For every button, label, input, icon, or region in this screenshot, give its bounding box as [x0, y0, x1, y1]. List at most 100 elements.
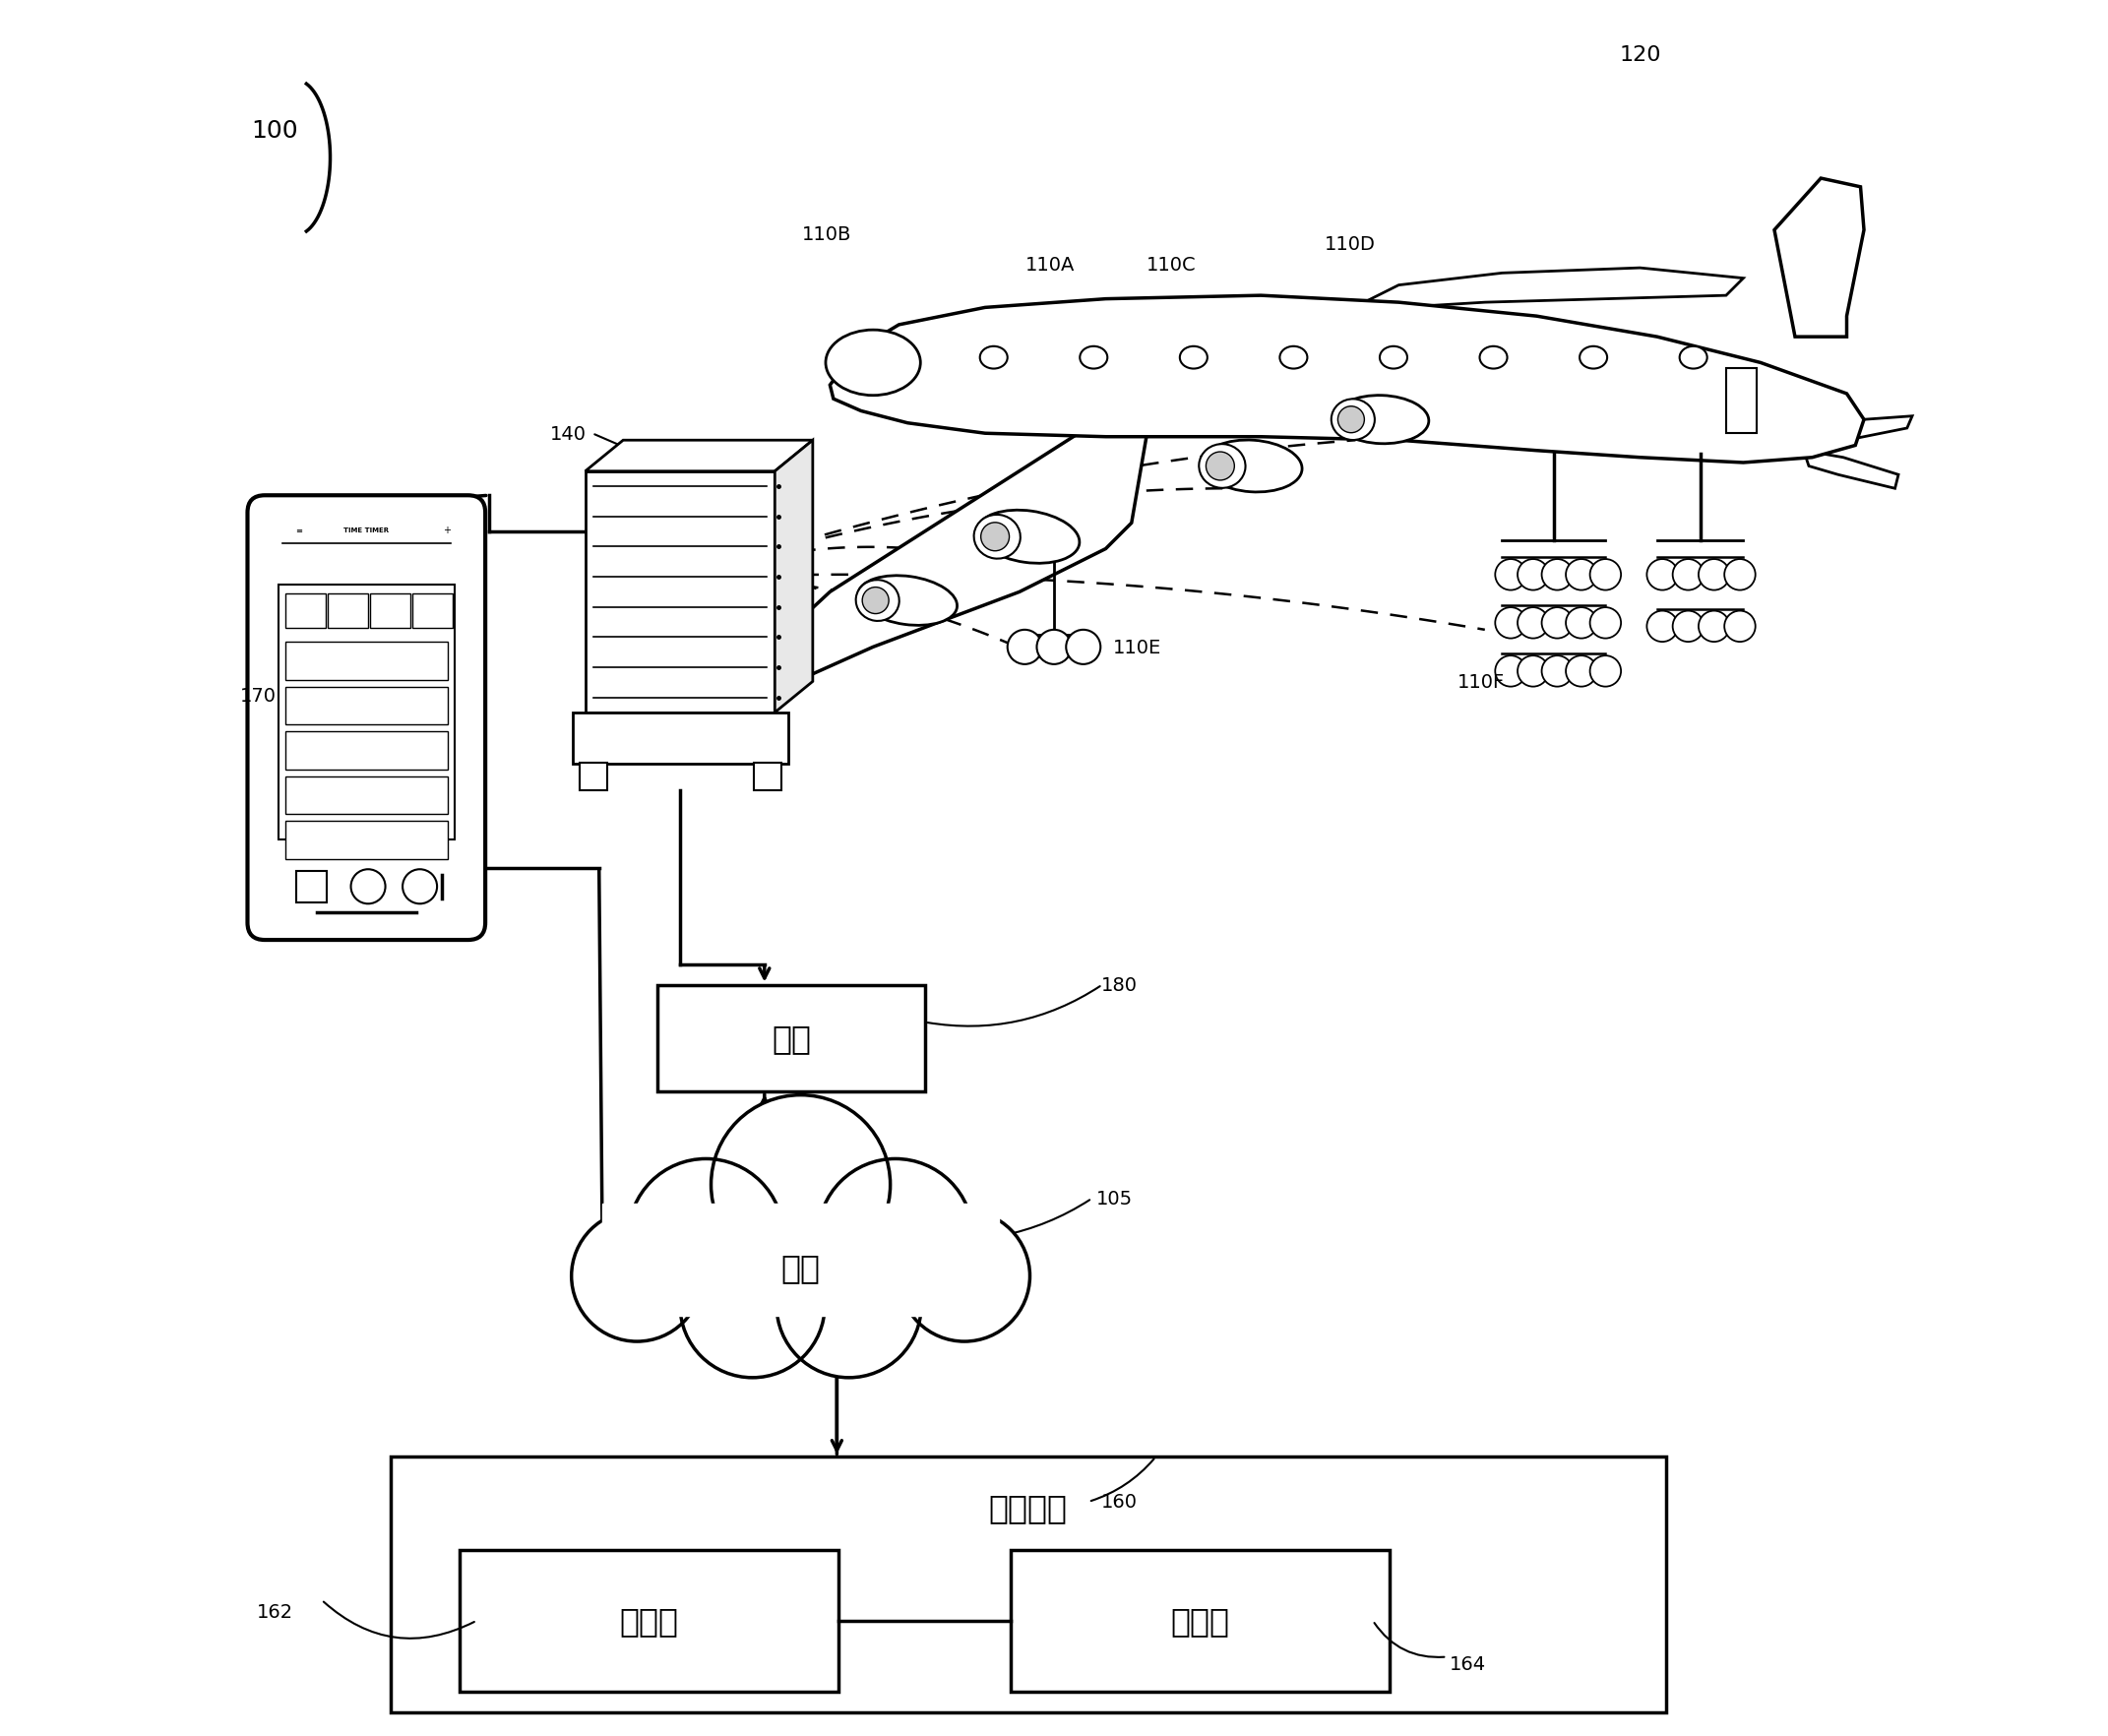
- Circle shape: [1067, 630, 1100, 665]
- Text: 处理器: 处理器: [620, 1604, 679, 1637]
- Text: TIME TIMER: TIME TIMER: [344, 528, 390, 533]
- Bar: [285, 776, 447, 814]
- Ellipse shape: [980, 523, 1010, 552]
- Circle shape: [1672, 559, 1703, 590]
- Bar: [327, 594, 369, 628]
- Ellipse shape: [1180, 347, 1208, 370]
- Circle shape: [1724, 559, 1756, 590]
- Circle shape: [710, 1095, 890, 1274]
- Bar: [285, 821, 447, 859]
- Text: 110B: 110B: [801, 226, 852, 243]
- Ellipse shape: [1206, 453, 1235, 481]
- Polygon shape: [1364, 269, 1743, 309]
- Circle shape: [1518, 559, 1549, 590]
- Ellipse shape: [1202, 441, 1303, 493]
- Circle shape: [1724, 611, 1756, 642]
- Ellipse shape: [1680, 347, 1707, 370]
- Circle shape: [1589, 656, 1621, 687]
- Ellipse shape: [826, 330, 921, 396]
- Text: 网络: 网络: [780, 1252, 820, 1285]
- Text: 162: 162: [257, 1602, 293, 1621]
- Ellipse shape: [858, 576, 957, 627]
- Circle shape: [1566, 559, 1598, 590]
- Text: 180: 180: [1100, 976, 1138, 995]
- Circle shape: [571, 1210, 702, 1342]
- Text: 105: 105: [1096, 1189, 1132, 1208]
- Bar: [586, 472, 776, 713]
- Circle shape: [1541, 559, 1573, 590]
- Polygon shape: [831, 297, 1863, 464]
- Text: 存储器: 存储器: [1170, 1604, 1229, 1637]
- Circle shape: [1495, 656, 1526, 687]
- Circle shape: [1646, 611, 1678, 642]
- Circle shape: [1518, 656, 1549, 687]
- Bar: [285, 642, 447, 681]
- Text: 110D: 110D: [1326, 234, 1377, 253]
- Circle shape: [1495, 559, 1526, 590]
- Ellipse shape: [1332, 399, 1374, 441]
- Bar: [285, 687, 447, 726]
- Ellipse shape: [862, 589, 890, 615]
- Circle shape: [1037, 630, 1071, 665]
- Polygon shape: [586, 441, 814, 472]
- Circle shape: [898, 1210, 1031, 1342]
- Text: 140: 140: [550, 425, 586, 443]
- Circle shape: [1699, 559, 1729, 590]
- Ellipse shape: [980, 347, 1008, 370]
- Ellipse shape: [1480, 347, 1507, 370]
- Circle shape: [628, 1160, 784, 1314]
- Bar: [1726, 368, 1758, 434]
- Polygon shape: [1804, 451, 1899, 490]
- Ellipse shape: [1334, 396, 1429, 444]
- Text: 110A: 110A: [1027, 255, 1075, 274]
- Text: +: +: [443, 526, 451, 535]
- Text: 100: 100: [251, 120, 299, 142]
- Bar: [285, 594, 327, 628]
- Circle shape: [1518, 608, 1549, 639]
- Bar: [295, 871, 327, 903]
- Circle shape: [818, 1160, 974, 1314]
- Text: 网关: 网关: [772, 1023, 812, 1055]
- Circle shape: [1566, 656, 1598, 687]
- Polygon shape: [708, 368, 1166, 713]
- Circle shape: [1541, 608, 1573, 639]
- Bar: [411, 594, 453, 628]
- Circle shape: [776, 1233, 921, 1378]
- Text: 110E: 110E: [1113, 639, 1162, 656]
- Text: 164: 164: [1450, 1654, 1486, 1674]
- Text: 110F: 110F: [1457, 672, 1505, 691]
- Ellipse shape: [1280, 347, 1307, 370]
- Polygon shape: [1813, 417, 1912, 441]
- Circle shape: [1495, 608, 1526, 639]
- Text: 170: 170: [240, 686, 276, 705]
- FancyBboxPatch shape: [247, 496, 485, 941]
- Ellipse shape: [1381, 347, 1408, 370]
- Ellipse shape: [1199, 444, 1246, 488]
- Bar: [369, 594, 411, 628]
- Bar: [573, 713, 788, 764]
- Circle shape: [1672, 611, 1703, 642]
- Bar: [460, 1550, 839, 1691]
- Circle shape: [1699, 611, 1729, 642]
- Text: 计算系统: 计算系统: [989, 1491, 1067, 1524]
- Ellipse shape: [1079, 347, 1107, 370]
- Ellipse shape: [1579, 347, 1606, 370]
- Ellipse shape: [1339, 406, 1364, 434]
- Bar: [603, 1203, 999, 1316]
- Circle shape: [1589, 559, 1621, 590]
- Ellipse shape: [976, 510, 1079, 564]
- Circle shape: [1541, 656, 1573, 687]
- Circle shape: [1566, 608, 1598, 639]
- Circle shape: [1589, 608, 1621, 639]
- Text: ≡: ≡: [295, 526, 304, 535]
- Ellipse shape: [856, 580, 900, 621]
- Bar: [658, 984, 925, 1092]
- Circle shape: [681, 1233, 824, 1378]
- Polygon shape: [1775, 179, 1863, 337]
- Bar: [1012, 1550, 1389, 1691]
- Text: 120: 120: [1619, 45, 1661, 64]
- Bar: [278, 585, 455, 840]
- Circle shape: [1008, 630, 1041, 665]
- Polygon shape: [776, 441, 814, 713]
- Bar: [755, 762, 782, 790]
